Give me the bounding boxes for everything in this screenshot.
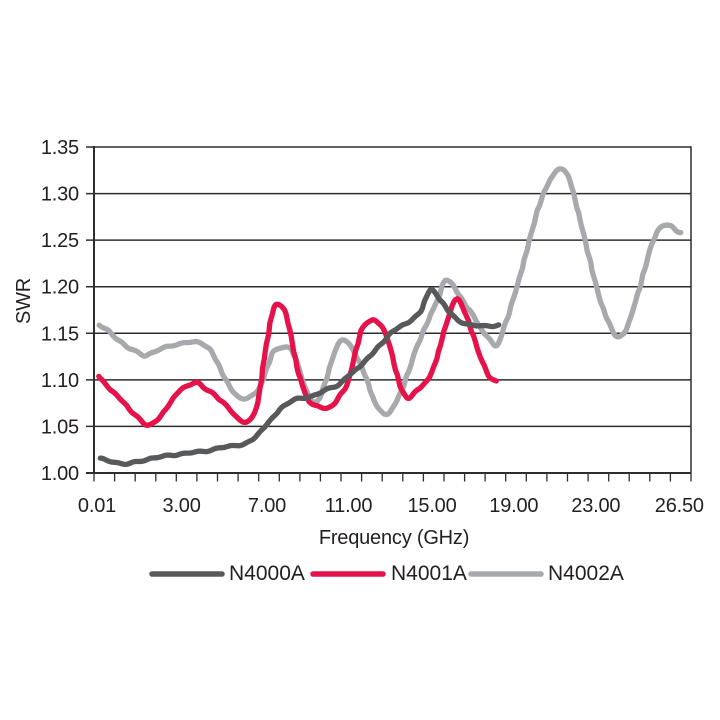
svg-text:23.00: 23.00 [571, 495, 620, 517]
svg-text:Frequency (GHz): Frequency (GHz) [319, 527, 469, 549]
svg-text:3.00: 3.00 [163, 495, 201, 517]
svg-text:0.01: 0.01 [78, 495, 116, 517]
svg-text:7.00: 7.00 [248, 495, 286, 517]
svg-text:N4000A: N4000A [229, 562, 305, 585]
svg-text:15.00: 15.00 [407, 495, 456, 517]
svg-text:1.00: 1.00 [41, 463, 79, 485]
svg-text:1.10: 1.10 [41, 370, 79, 392]
svg-text:1.30: 1.30 [41, 184, 79, 206]
svg-text:26.50: 26.50 [655, 495, 704, 517]
svg-text:11.00: 11.00 [325, 495, 373, 517]
svg-text:1.15: 1.15 [41, 323, 79, 345]
svg-text:SWR: SWR [13, 278, 35, 324]
svg-text:1.05: 1.05 [41, 416, 79, 438]
svg-text:1.35: 1.35 [41, 137, 79, 159]
svg-text:N4002A: N4002A [548, 562, 624, 585]
svg-text:1.25: 1.25 [41, 230, 79, 252]
svg-text:1.20: 1.20 [41, 277, 79, 299]
svg-text:19.00: 19.00 [489, 495, 538, 517]
svg-text:N4001A: N4001A [391, 562, 467, 585]
